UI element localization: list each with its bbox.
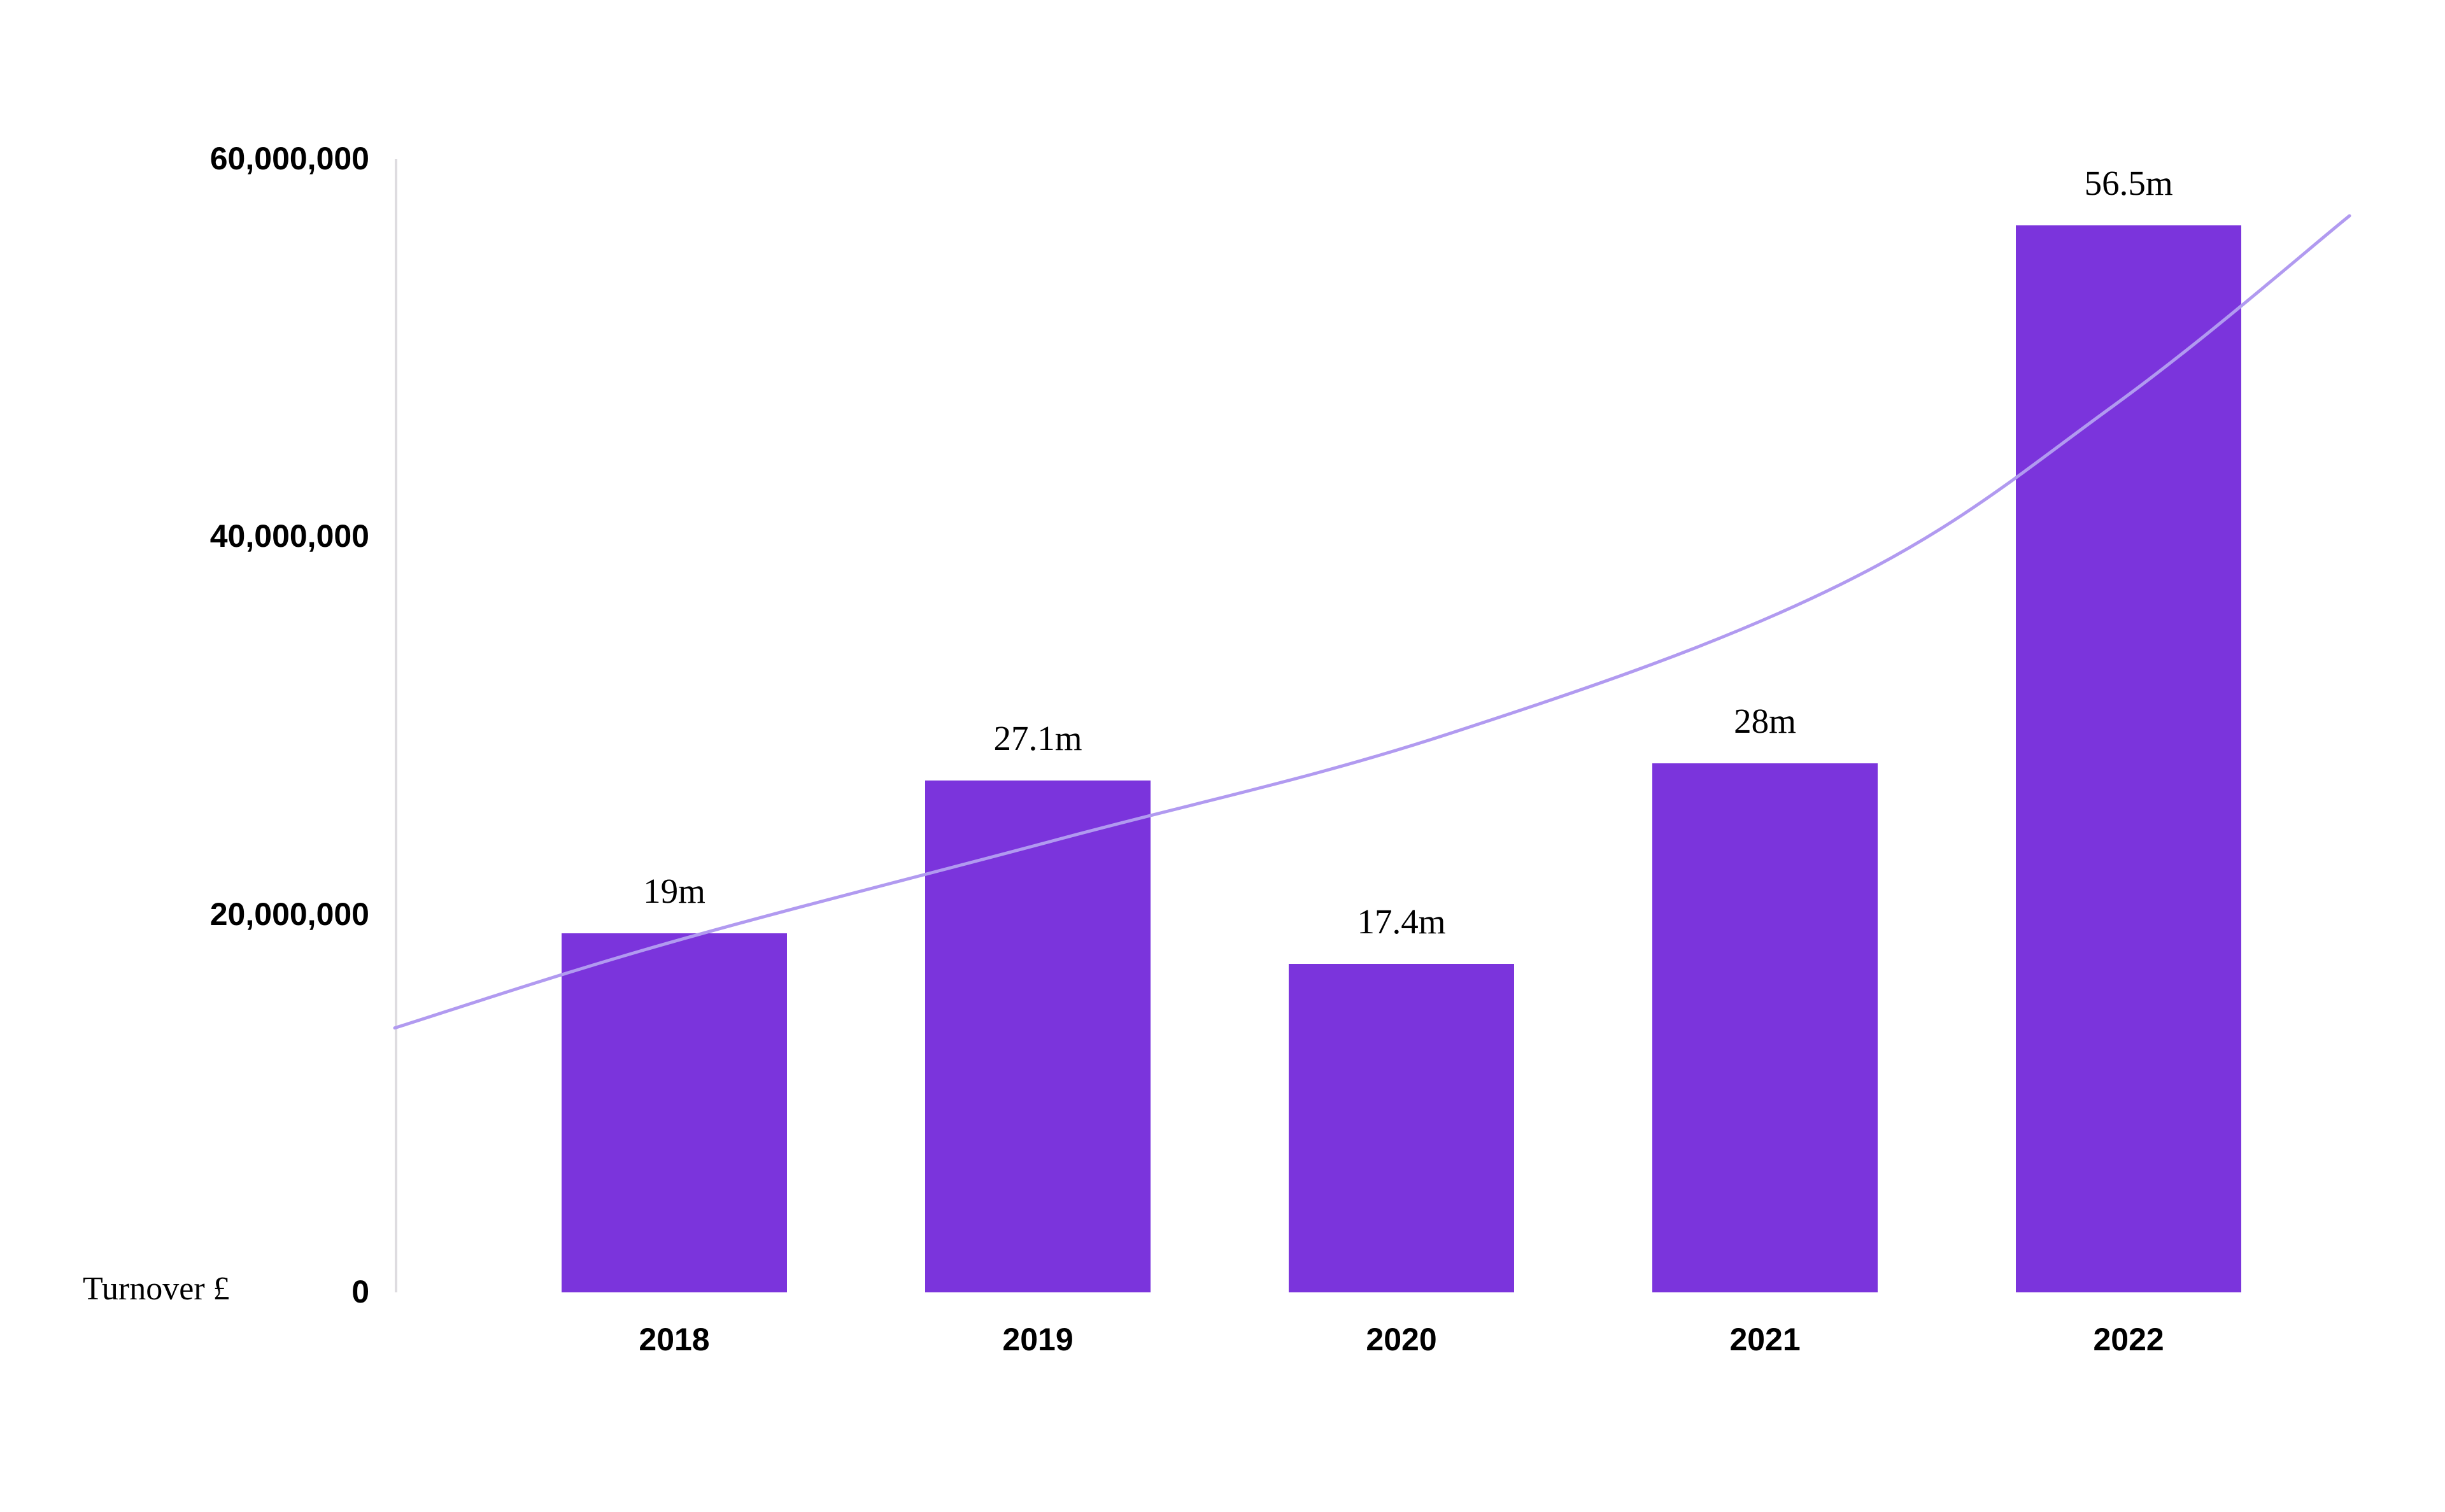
trend-line — [395, 159, 2349, 1292]
bar-label: 27.1m — [994, 718, 1082, 758]
chart-page: 0 20,000,000 40,000,000 60,000,000 Turno… — [0, 0, 2445, 1512]
y-tick-label: 0 — [351, 1273, 369, 1310]
x-axis-label: 2021 — [1729, 1321, 1800, 1358]
bar-label: 56.5m — [2085, 163, 2173, 203]
y-tick-label: 60,000,000 — [210, 140, 369, 177]
bar-label: 19m — [643, 871, 705, 911]
x-axis-label: 2022 — [2093, 1321, 2164, 1358]
y-axis-title: Turnover £ — [83, 1270, 230, 1308]
bar-label: 28m — [1734, 701, 1796, 741]
bar-label: 17.4m — [1357, 901, 1446, 942]
y-tick-label: 40,000,000 — [210, 518, 369, 555]
x-axis-label: 2019 — [1002, 1321, 1073, 1358]
chart-plot-area: 19m 27.1m 17.4m 28m 56.5m — [395, 159, 2349, 1292]
y-tick-label: 20,000,000 — [210, 896, 369, 933]
x-axis-label: 2018 — [639, 1321, 709, 1358]
x-axis-label: 2020 — [1366, 1321, 1436, 1358]
